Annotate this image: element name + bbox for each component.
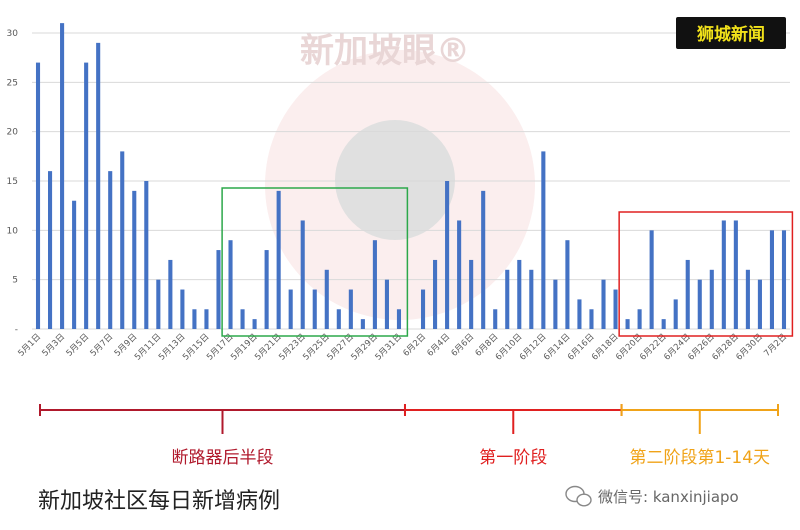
phase-label: 第一阶段 <box>479 448 547 468</box>
y-tick-label: 20 <box>7 128 19 138</box>
bar-6月5日 <box>457 220 462 329</box>
bar-6月25日 <box>697 279 702 329</box>
source-attribution: 微信号: kanxinjiapo <box>565 485 739 507</box>
bar-6月23日 <box>673 299 678 329</box>
y-tick-label: 15 <box>7 177 18 187</box>
grid <box>32 32 790 330</box>
bar-6月9日 <box>505 269 510 329</box>
watermark: 新加坡眼® <box>265 31 535 320</box>
bar-5月18日 <box>240 309 245 329</box>
bar-5月4日 <box>72 200 77 329</box>
bar-5月15日 <box>204 309 209 329</box>
bar-6月28日 <box>733 220 738 329</box>
bar-5月5日 <box>84 62 89 329</box>
bar-5月27日 <box>348 289 353 329</box>
bar-5月3日 <box>60 23 65 330</box>
bar-7月1日 <box>769 230 774 329</box>
bar-6月15日 <box>577 299 582 329</box>
bar-6月6日 <box>469 259 474 329</box>
bars <box>35 23 787 330</box>
y-tick-label: 10 <box>7 226 19 236</box>
bar-5月2日 <box>48 171 53 329</box>
bar-6月4日 <box>445 181 450 329</box>
bar-5月23日 <box>300 220 305 329</box>
x-tick-label: 6月6日 <box>450 332 477 359</box>
source-label: 微信号: kanxinjiapo <box>598 488 739 506</box>
bar-6月17日 <box>601 279 606 329</box>
bar-6月20日 <box>637 309 642 329</box>
bar-5月9日 <box>132 190 137 329</box>
bar-5月17日 <box>228 240 233 329</box>
bar-5月21日 <box>276 190 281 329</box>
phase-label: 断路器后半段 <box>171 448 273 468</box>
bar-7月2日 <box>781 230 787 329</box>
brand-background <box>676 17 786 49</box>
y-tick-label: 30 <box>7 29 19 39</box>
bar-5月12日 <box>168 259 173 329</box>
bar-6月7日 <box>481 190 486 329</box>
bar-5月26日 <box>336 309 341 329</box>
bar-5月29日 <box>372 240 377 329</box>
phase-brackets: 断路器后半段 第一阶段 第二阶段第1-14天 <box>39 404 779 468</box>
bar-6月13日 <box>553 279 558 329</box>
bar-5月16日 <box>216 250 221 329</box>
bar-5月13日 <box>180 289 185 329</box>
watermark-inner-circle <box>335 120 455 240</box>
watermark-text: 新加坡眼® <box>300 31 470 71</box>
bar-6月29日 <box>745 269 750 329</box>
bar-6月19日 <box>625 319 630 329</box>
bar-5月30日 <box>384 279 389 329</box>
bar-6月26日 <box>709 269 714 329</box>
bar-5月22日 <box>288 289 293 329</box>
bar-6月24日 <box>685 259 690 329</box>
x-tick-label: 6月4日 <box>425 332 452 359</box>
y-tick-label: 25 <box>7 78 18 88</box>
chart-caption: 新加坡社区每日新增病例 <box>38 489 280 514</box>
highlight-box <box>618 211 794 337</box>
bar-5月25日 <box>324 269 329 329</box>
brand-text: 狮城新闻 <box>696 24 765 45</box>
bar-5月31日 <box>396 309 402 329</box>
bar-6月3日 <box>433 259 438 329</box>
y-tick-label: - <box>15 325 18 335</box>
bar-5月11日 <box>156 279 161 329</box>
bar-5月24日 <box>312 289 317 329</box>
bar-6月18日 <box>613 289 618 329</box>
brand-badge: 狮城新闻 <box>676 17 786 49</box>
wechat-icon <box>565 485 592 507</box>
bar-5月6日 <box>96 42 101 329</box>
bar-6月21日 <box>649 230 654 329</box>
highlight-box <box>221 187 409 337</box>
bar-5月8日 <box>120 151 125 329</box>
bar-5月10日 <box>144 181 149 329</box>
bar-5月7日 <box>108 171 113 329</box>
y-tick-label: 5 <box>12 276 18 286</box>
bar-6月16日 <box>589 309 594 329</box>
bar-6月8日 <box>493 309 498 329</box>
phase-bracket: 断路器后半段 <box>39 404 406 468</box>
x-tick-label: 5月5日 <box>65 332 92 359</box>
bar-6月11日 <box>529 269 534 329</box>
x-tick-label: 5月3日 <box>40 332 67 359</box>
phase-bracket: 第二阶段第1-14天 <box>620 404 779 468</box>
bar-6月27日 <box>721 220 726 329</box>
bar-5月20日 <box>264 250 269 329</box>
phase-label: 第二阶段第1-14天 <box>629 448 770 468</box>
bar-5月14日 <box>192 309 197 329</box>
phase-bracket: 第一阶段 <box>403 404 623 468</box>
bar-5月19日 <box>252 319 257 329</box>
bar-6月14日 <box>565 240 570 329</box>
bar-6月22日 <box>661 319 666 329</box>
bar-6月30日 <box>757 279 762 329</box>
x-tick-label: 5月1日 <box>16 332 43 359</box>
bar-5月1日 <box>35 62 41 329</box>
bar-6月2日 <box>420 289 426 329</box>
x-tick-label: 5月7日 <box>89 332 116 359</box>
bar-5月28日 <box>360 319 365 329</box>
bar-6月12日 <box>541 151 546 329</box>
highlight-boxes <box>221 187 794 337</box>
bar-6月10日 <box>517 259 522 329</box>
y-axis: - 5 10 15 20 25 30 <box>7 29 19 335</box>
